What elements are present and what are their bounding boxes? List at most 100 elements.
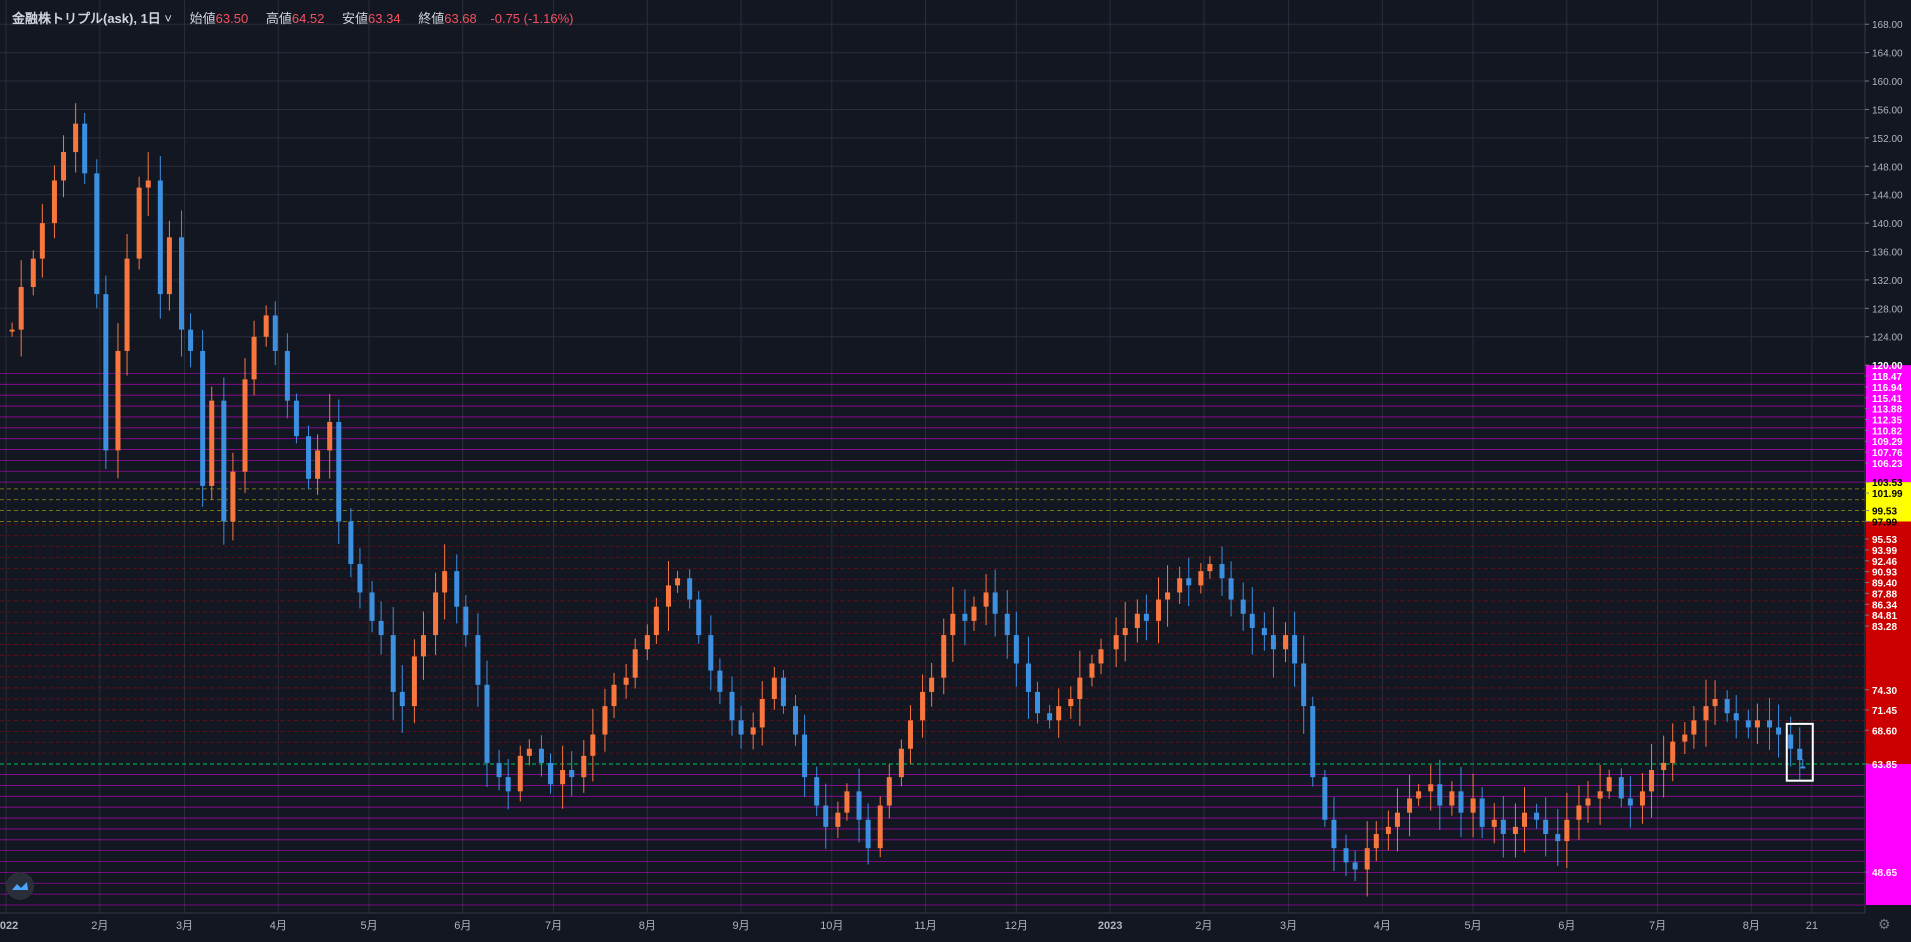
candle-body — [1249, 613, 1255, 628]
candle-body — [517, 755, 523, 792]
price-tick-label: 93.99 — [1872, 546, 1897, 557]
candle-body — [771, 677, 777, 700]
chevron-down-icon[interactable]: ˅ — [160, 11, 173, 26]
time-tick-label: 4月 — [270, 920, 287, 932]
price-tick-label: 140.00 — [1872, 219, 1903, 230]
candle-body — [399, 691, 405, 707]
candle-body — [1470, 798, 1476, 813]
candle-body — [644, 635, 650, 650]
candle-body — [929, 677, 935, 692]
candle-body — [1301, 663, 1307, 707]
time-tick-label: 3月 — [1280, 920, 1297, 932]
candle-body — [420, 635, 426, 657]
close-value: 63.68 — [444, 11, 477, 26]
candle-body — [1437, 784, 1443, 806]
candle-body — [1479, 798, 1485, 827]
price-tick-label: 116.94 — [1872, 383, 1902, 394]
time-tick-label: 8月 — [1743, 920, 1760, 932]
candle-body — [729, 691, 735, 721]
candle-body — [1788, 734, 1794, 749]
candle-body — [1385, 826, 1391, 834]
candle-body — [1555, 833, 1561, 842]
highlight-box — [1785, 722, 1814, 782]
axis-corner — [1865, 913, 1911, 937]
price-tick-label: 115.41 — [1872, 394, 1902, 405]
candle-body — [1618, 777, 1624, 799]
candle-body — [1724, 699, 1730, 714]
candle-body — [1089, 663, 1095, 678]
candle-body — [560, 770, 566, 785]
candle-body — [581, 755, 587, 778]
time-tick-label: 5月 — [1465, 920, 1482, 932]
candle-body — [865, 819, 871, 849]
time-tick-label: 10月 — [820, 920, 843, 932]
candle-body — [1416, 791, 1422, 799]
price-tick-label: 107.76 — [1872, 448, 1903, 459]
candle-body — [1703, 706, 1709, 721]
candle-body — [1597, 791, 1603, 799]
candle-body — [1776, 727, 1782, 735]
open-value: 63.50 — [215, 11, 249, 26]
price-tick-label: 86.34 — [1872, 600, 1897, 611]
candle-body — [166, 237, 172, 295]
candle-body — [856, 791, 862, 820]
candle-body — [1352, 862, 1358, 870]
price-tick-label: 95.53 — [1872, 535, 1897, 546]
candle-body — [145, 180, 151, 188]
price-tick-label: 90.93 — [1872, 568, 1897, 579]
candle-body — [30, 258, 36, 288]
candle-body — [348, 521, 354, 565]
candle-body — [1134, 613, 1140, 628]
candle-body — [1606, 777, 1612, 792]
price-tick-label: 118.47 — [1872, 372, 1902, 383]
candle-body — [1331, 819, 1337, 849]
candle-body — [1639, 791, 1645, 806]
gear-icon[interactable]: ⚙ — [1878, 916, 1891, 932]
time-tick-label: 12月 — [1005, 920, 1028, 932]
change-value: -0.75 (-1.16%) — [490, 11, 574, 26]
candle-body — [611, 684, 617, 707]
candle-body — [950, 613, 956, 636]
candle-body — [548, 762, 554, 785]
candle-body — [315, 450, 321, 479]
candle-body — [835, 812, 841, 827]
candle-body — [1292, 635, 1298, 664]
candle-body — [632, 649, 638, 678]
candle-body — [1458, 791, 1464, 813]
candle-body — [230, 471, 236, 522]
price-tick-label: 103.53 — [1872, 478, 1903, 489]
candle-body — [124, 258, 130, 351]
candle-body — [1407, 798, 1413, 813]
high-label: 高値 — [265, 11, 292, 26]
candle-body — [61, 152, 67, 181]
time-tick-label: 4月 — [1374, 920, 1391, 932]
candle-body — [200, 350, 206, 486]
candle-body — [538, 748, 544, 763]
price-tick-label: 148.00 — [1872, 162, 1903, 173]
candle-body — [983, 592, 989, 607]
candle-body — [1143, 613, 1149, 621]
price-tick-label: 110.82 — [1872, 426, 1902, 437]
price-tick-label: 164.00 — [1872, 49, 1903, 60]
candle-body — [1754, 720, 1760, 728]
time-tick-label: 8月 — [639, 920, 656, 932]
time-tick-label: 2月 — [1195, 920, 1212, 932]
candle-body — [306, 436, 312, 479]
candle-body — [780, 677, 786, 707]
candle-body — [1364, 848, 1370, 870]
candle-body — [9, 329, 15, 332]
candle-body — [178, 237, 184, 330]
candle-body — [1068, 699, 1074, 707]
open-label: 始値 — [189, 11, 216, 26]
candle-body — [369, 592, 375, 621]
low-value: 63.34 — [368, 11, 401, 26]
logo-icon[interactable] — [6, 872, 34, 900]
symbol-title[interactable]: 金融株トリプル(ask), 1日 — [12, 11, 161, 26]
price-tick-label: 68.60 — [1872, 726, 1897, 737]
candle-body — [696, 599, 702, 636]
candle-body — [1025, 663, 1031, 692]
price-tick-label: 128.00 — [1872, 304, 1903, 315]
ohlc-legend: 金融株トリプル(ask), 1日 ˅ 始値63.50 高値64.52 安値63.… — [12, 8, 574, 27]
